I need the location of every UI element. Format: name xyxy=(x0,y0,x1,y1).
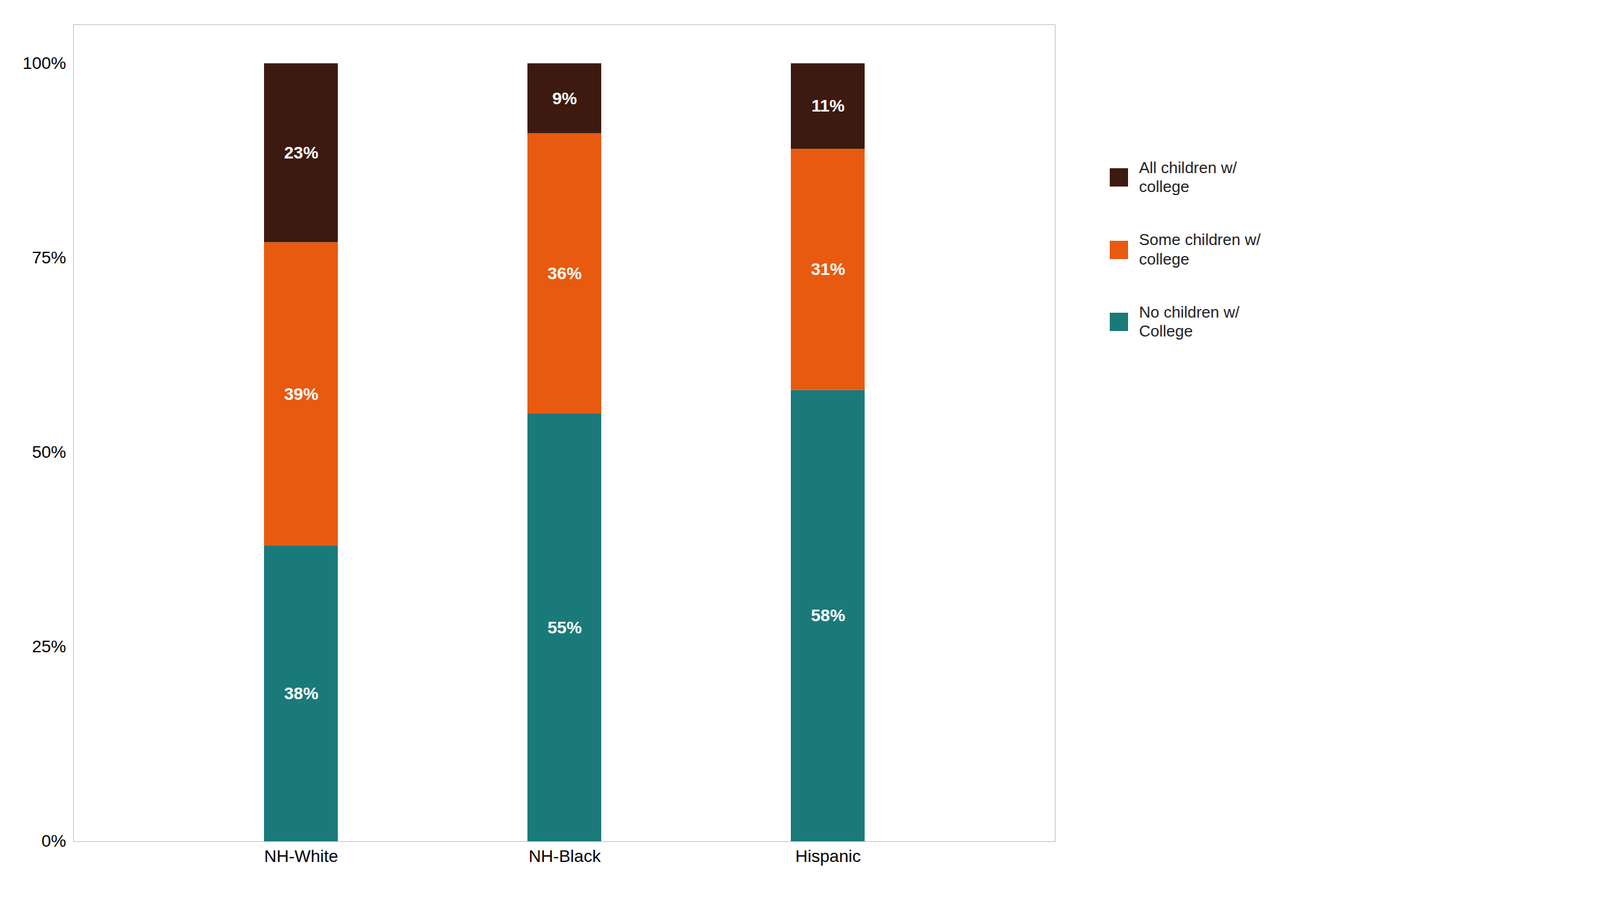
svg-text:25%: 25% xyxy=(31,637,66,657)
svg-text:39%: 39% xyxy=(284,384,319,404)
svg-text:50%: 50% xyxy=(31,442,66,462)
html-text:Some children w/ college: Some children w/ college xyxy=(1139,230,1261,269)
html-text:All children w/ college: All children w/ college xyxy=(1139,158,1237,196)
svg-text:31%: 31% xyxy=(810,259,846,279)
svg-text:NH-White: NH-White xyxy=(264,846,338,866)
svg-text:23%: 23% xyxy=(284,143,319,163)
svg-text:NH-Black: NH-Black xyxy=(528,846,602,866)
svg-text:11%: 11% xyxy=(811,96,846,116)
svg-text:100%: 100% xyxy=(22,53,67,73)
svg-text:55%: 55% xyxy=(547,618,582,638)
svg-text:Hispanic: Hispanic xyxy=(795,846,861,866)
svg-text:36%: 36% xyxy=(547,264,582,283)
svg-text:38%: 38% xyxy=(284,684,319,704)
html-text:No children w/ College: No children w/ College xyxy=(1139,302,1240,341)
svg-text:9%: 9% xyxy=(552,89,578,108)
svg-text:58%: 58% xyxy=(810,606,846,625)
svg-text:75%: 75% xyxy=(31,248,66,268)
svg-text:0%: 0% xyxy=(41,831,66,851)
